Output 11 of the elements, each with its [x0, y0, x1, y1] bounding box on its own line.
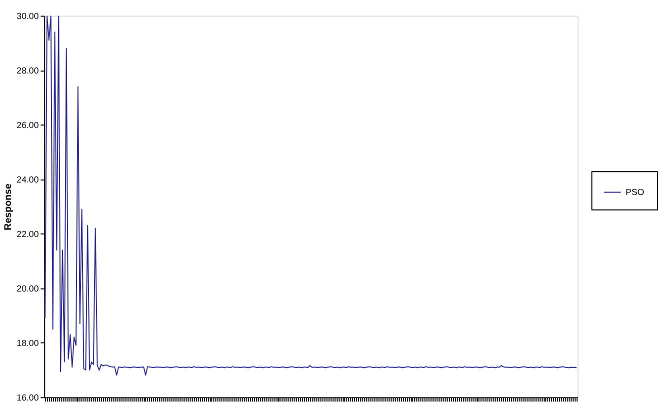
- y-tick-label: 28.00: [16, 66, 39, 76]
- line-series: [44, 16, 578, 376]
- y-tick-label: 26.00: [16, 120, 39, 130]
- y-tick-label: 24.00: [16, 174, 39, 185]
- legend-label: PSO: [626, 187, 644, 198]
- y-axis-title: Response: [2, 183, 14, 230]
- y-tick-label: 20.00: [16, 284, 39, 294]
- y-tick-label: 30.00: [16, 11, 39, 22]
- y-tick-label: 22.00: [16, 229, 39, 240]
- y-tick-label: 16.00: [16, 392, 39, 403]
- y-tick-label: 18.00: [16, 338, 39, 348]
